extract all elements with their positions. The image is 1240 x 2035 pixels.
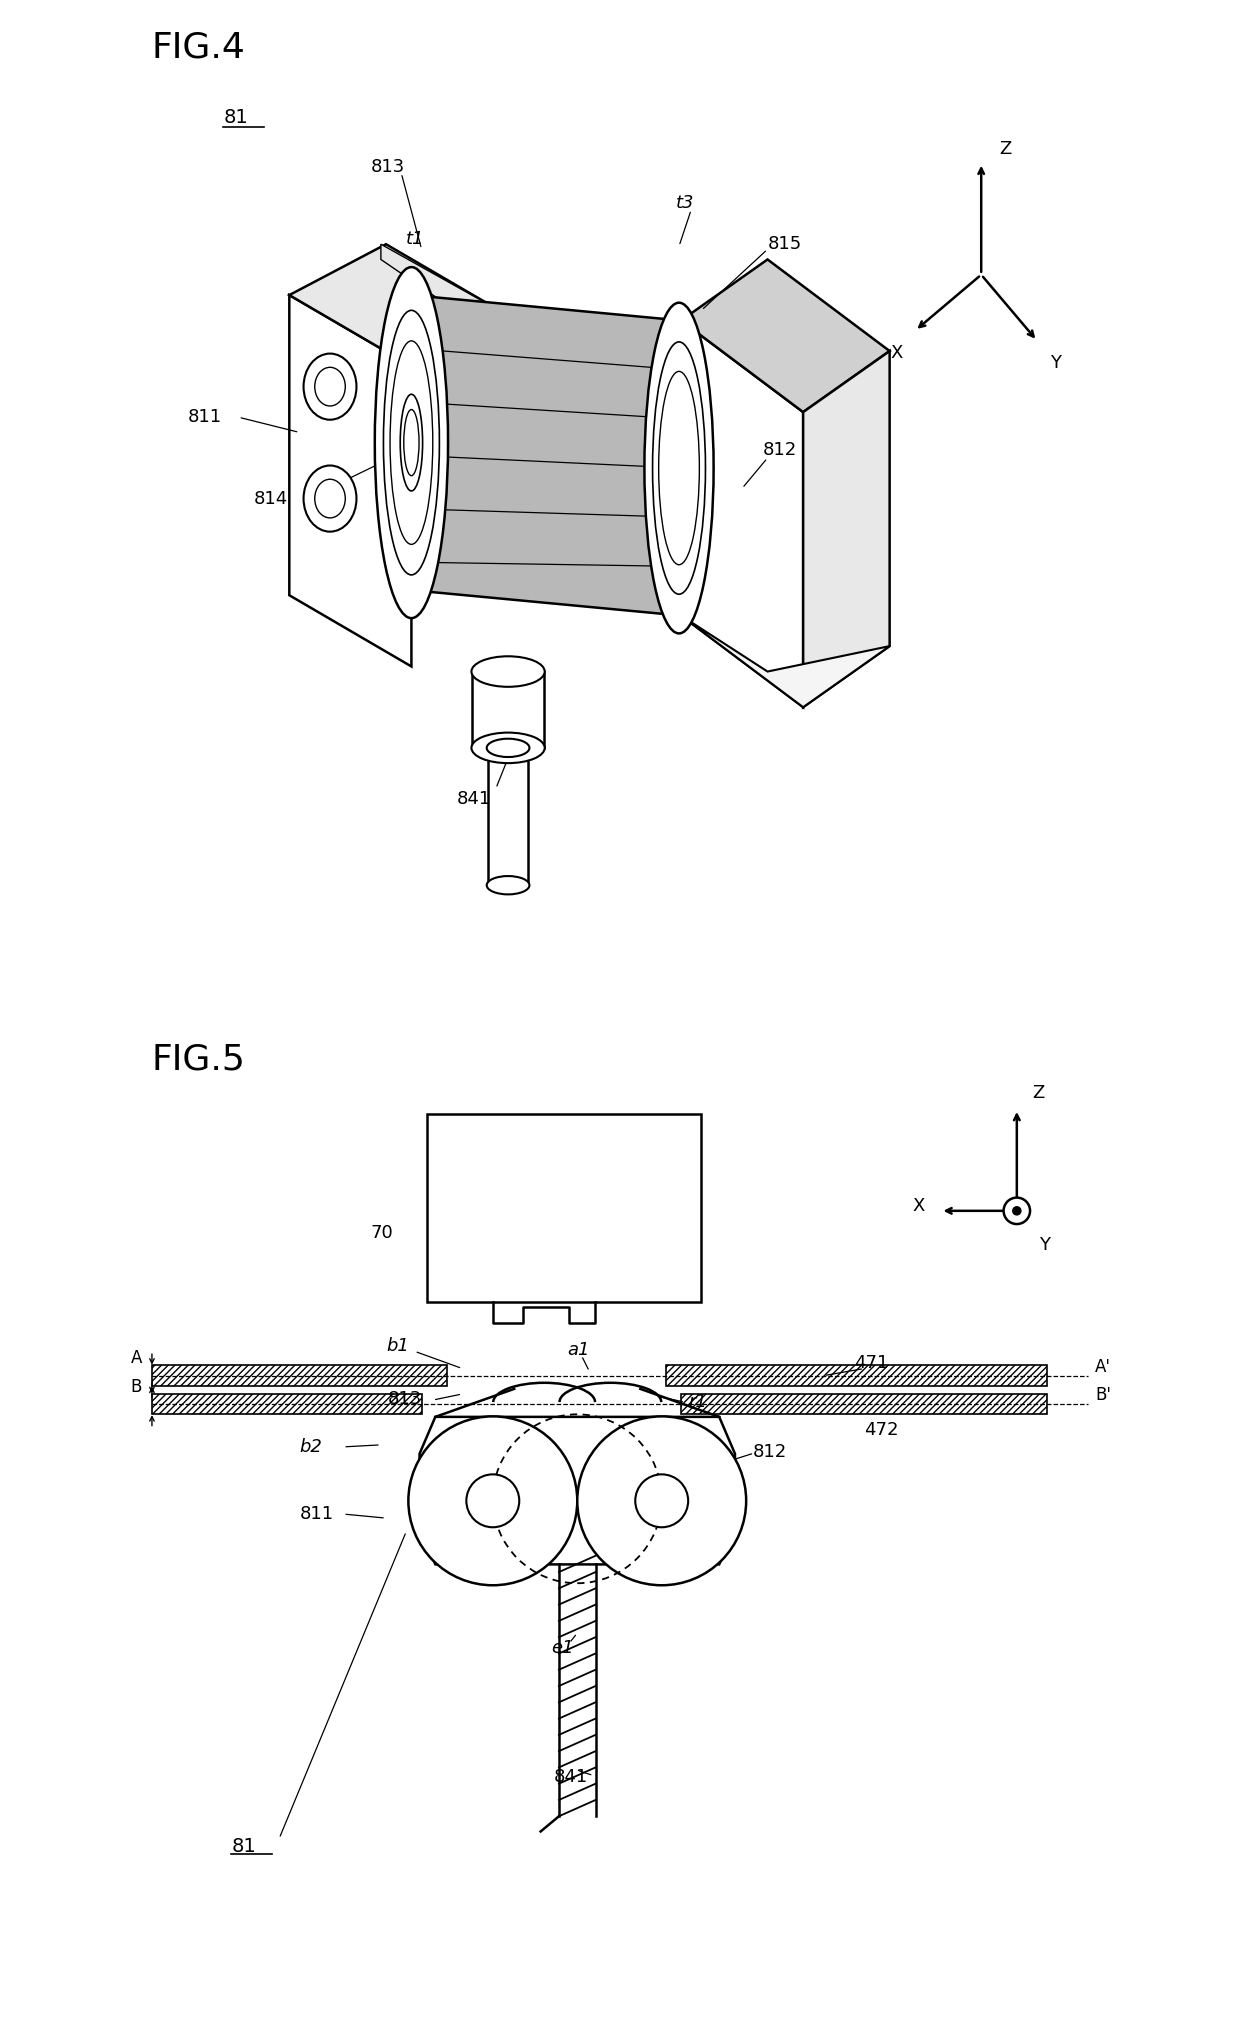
Ellipse shape [471,655,544,686]
Ellipse shape [471,733,544,763]
Text: 815: 815 [768,236,802,252]
Text: 811: 811 [187,409,222,425]
Text: A: A [130,1349,141,1368]
Text: A': A' [1095,1357,1111,1376]
Bar [153,1365,448,1386]
Circle shape [1003,1197,1030,1223]
Ellipse shape [404,409,419,476]
Polygon shape [681,615,889,706]
Bar [487,747,528,885]
Polygon shape [419,1416,735,1565]
Text: 841: 841 [554,1768,588,1785]
Bar [427,1115,702,1302]
Circle shape [635,1473,688,1526]
Text: 812: 812 [763,442,797,458]
Ellipse shape [304,354,356,419]
Text: 81: 81 [223,108,248,126]
Ellipse shape [315,366,345,407]
Text: FIG.4: FIG.4 [153,31,246,65]
Text: Z: Z [1032,1085,1044,1101]
Text: b1: b1 [386,1337,409,1355]
Text: FIG.5: FIG.5 [153,1042,246,1077]
Text: X: X [913,1197,925,1215]
Polygon shape [289,295,412,665]
Text: B: B [130,1378,141,1396]
Text: 814: 814 [254,490,288,507]
Ellipse shape [374,267,448,619]
Text: 471: 471 [854,1355,888,1372]
Circle shape [466,1473,520,1526]
Polygon shape [381,244,508,336]
Text: Z: Z [999,140,1012,157]
Ellipse shape [658,370,699,564]
Ellipse shape [487,875,529,895]
Text: 70: 70 [371,1225,393,1241]
Circle shape [1013,1207,1021,1215]
Ellipse shape [383,309,439,574]
Bar [681,1394,1048,1414]
Polygon shape [804,350,889,706]
Text: 813: 813 [388,1390,423,1408]
Ellipse shape [315,478,345,517]
Polygon shape [681,319,804,706]
Text: a1: a1 [567,1341,589,1359]
Text: e1: e1 [551,1640,573,1656]
Text: 811: 811 [300,1506,334,1522]
Circle shape [578,1416,746,1585]
Text: 813: 813 [371,159,405,175]
Text: t3: t3 [676,195,694,212]
Bar [666,1365,1048,1386]
Text: 812: 812 [753,1443,786,1461]
Polygon shape [289,244,508,366]
Circle shape [408,1416,578,1585]
Text: Y: Y [1050,354,1061,372]
Ellipse shape [401,395,423,490]
Text: r1: r1 [688,1394,707,1410]
Ellipse shape [645,303,713,633]
Text: Y: Y [1039,1235,1050,1254]
Text: 81: 81 [232,1838,257,1856]
Ellipse shape [487,739,529,757]
Text: 841: 841 [458,790,491,808]
Ellipse shape [391,340,433,543]
Text: t1: t1 [407,230,425,248]
Text: 472: 472 [864,1420,899,1439]
Polygon shape [412,295,681,615]
Text: X: X [890,344,903,362]
Text: B': B' [1095,1386,1111,1404]
Polygon shape [472,672,543,747]
Ellipse shape [652,342,706,594]
Text: 814: 814 [697,1528,730,1545]
Text: t2: t2 [378,490,397,507]
Bar [153,1394,422,1414]
Polygon shape [681,258,889,411]
Ellipse shape [304,466,356,531]
Text: b2: b2 [300,1439,322,1455]
